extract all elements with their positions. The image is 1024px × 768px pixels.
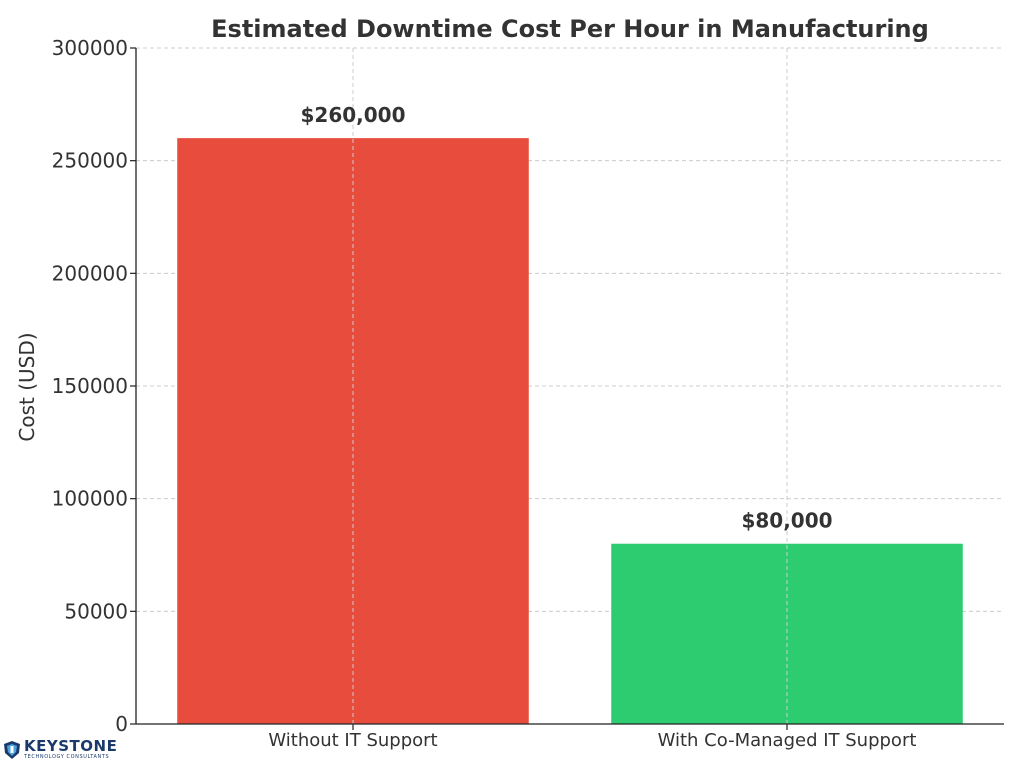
logo-sub-text: TECHNOLOGY CONSULTANTS [24,754,110,760]
keystone-shield-icon [4,740,20,759]
y-tick-label: 50000 [64,599,128,623]
y-tick-label: 300000 [52,36,128,60]
y-tick-label: 100000 [52,487,128,511]
bar [611,543,963,724]
x-tick-label: Without IT Support [268,730,437,751]
y-tick-label: 200000 [52,261,128,285]
keystone-logo: KEYSTONE TECHNOLOGY CONSULTANTS [3,739,117,760]
bar [177,138,529,725]
plot-area: 0 50000 100000 150000 200000 250000 300000 $260… [52,36,1004,751]
y-tick-label: 0 [115,712,128,736]
chart-title: Estimated Downtime Cost Per Hour in Manu… [211,15,929,43]
y-axis-label: Cost (USD) [15,332,39,441]
data-label: $80,000 [741,509,832,533]
x-tick-label: With Co-Managed IT Support [658,730,917,751]
y-tick-label: 250000 [52,149,128,173]
logo-main-text: KEYSTONE [24,737,118,755]
data-label: $260,000 [300,103,405,127]
y-tick-label: 150000 [52,374,128,398]
